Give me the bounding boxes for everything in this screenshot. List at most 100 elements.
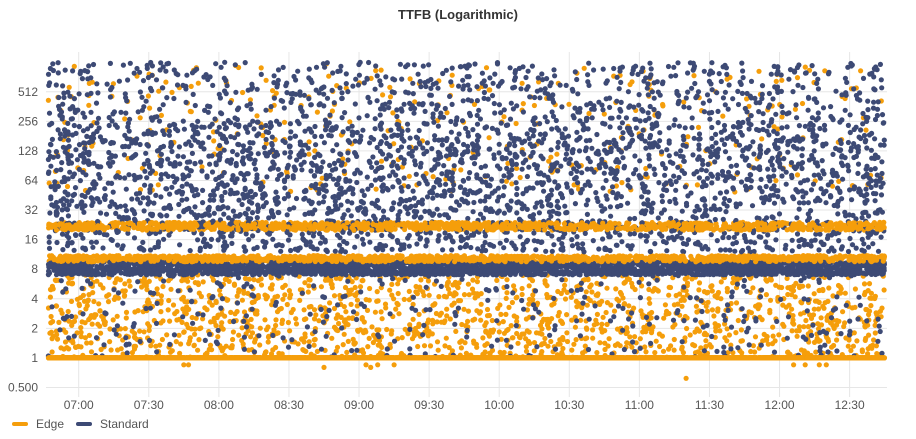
point-edge (500, 319, 506, 325)
point-edge (770, 333, 776, 339)
point-edge (865, 346, 871, 352)
point-edge (345, 338, 351, 344)
point-edge (815, 306, 822, 312)
point-edge (340, 342, 346, 348)
point-edge (484, 313, 491, 319)
y-tick-label: 64 (25, 173, 39, 187)
point-edge (316, 318, 322, 324)
point-edge (820, 286, 826, 293)
point-edge (434, 339, 441, 345)
point-edge (523, 344, 529, 350)
point-edge (803, 317, 809, 324)
point-edge (666, 284, 672, 290)
point-edge (482, 349, 488, 355)
point-edge (606, 336, 612, 342)
point-edge (692, 343, 698, 349)
point-edge (435, 347, 441, 353)
point-edge (414, 329, 420, 335)
point-edge (192, 326, 198, 332)
point-edge (627, 334, 633, 340)
point-edge (374, 289, 380, 295)
x-tick-label: 07:00 (64, 398, 94, 412)
point-edge (613, 286, 619, 292)
point-edge (69, 281, 76, 287)
point-edge (211, 319, 217, 325)
point-edge (755, 302, 761, 308)
point-edge (255, 292, 261, 299)
point-edge (868, 290, 875, 296)
point-edge (841, 323, 847, 330)
point-edge (694, 326, 700, 332)
point-edge (158, 309, 164, 315)
point-edge (600, 314, 606, 320)
point-edge (623, 330, 629, 337)
point-edge (733, 330, 739, 336)
point-edge (236, 332, 242, 338)
point-edge (818, 315, 824, 321)
point-edge (139, 284, 145, 290)
point-edge (783, 304, 789, 310)
point-edge (192, 331, 198, 337)
point-edge (227, 318, 233, 325)
point-edge (834, 318, 840, 324)
point-edge (239, 325, 245, 331)
point-edge (383, 305, 389, 311)
point-edge (603, 309, 609, 316)
point-edge (78, 344, 84, 350)
point-edge (805, 350, 811, 356)
point-edge (709, 288, 715, 294)
point-edge (331, 305, 338, 312)
point-edge (168, 286, 174, 292)
point-edge (646, 296, 652, 302)
point-edge (590, 327, 596, 333)
point-edge (840, 309, 846, 315)
point-edge (393, 306, 399, 312)
point-edge (415, 343, 421, 350)
point-edge (89, 321, 95, 327)
point-edge (141, 329, 147, 335)
point-edge (207, 342, 214, 348)
point-edge (367, 285, 373, 292)
point-edge (652, 350, 658, 356)
point-edge (808, 315, 815, 321)
point-edge (647, 300, 653, 306)
point-edge (649, 309, 655, 316)
point-edge (382, 301, 389, 307)
point-edge (285, 319, 291, 326)
point-edge (615, 341, 621, 347)
point-edge (165, 307, 171, 313)
y-tick-label: 0.500 (8, 380, 38, 394)
point-edge (348, 301, 354, 307)
point-edge (681, 297, 687, 303)
point-edge (480, 335, 486, 341)
point-edge (306, 339, 312, 345)
point-edge (106, 292, 112, 298)
point-edge (370, 339, 376, 346)
point-edge (465, 318, 471, 324)
point-edge (49, 349, 55, 355)
point-edge (626, 303, 632, 309)
point-edge (852, 286, 859, 292)
point-edge (251, 277, 257, 283)
point-edge (530, 297, 536, 303)
point-edge (837, 284, 843, 290)
point-edge (287, 328, 293, 334)
point-edge (437, 312, 443, 318)
point-edge (838, 290, 844, 296)
point-edge (624, 340, 630, 346)
point-edge (219, 320, 225, 326)
point-edge (483, 328, 489, 334)
point-edge (91, 298, 97, 305)
point-edge (638, 308, 644, 314)
point-edge (593, 292, 599, 298)
point-edge (571, 341, 577, 347)
point-edge (293, 321, 300, 327)
point-edge (470, 277, 476, 283)
point-edge (648, 330, 655, 336)
point-edge (231, 282, 238, 288)
point-edge (471, 340, 477, 346)
point-edge (703, 338, 709, 344)
point-edge (872, 330, 878, 336)
point-edge (387, 287, 393, 293)
point-edge (352, 292, 358, 298)
